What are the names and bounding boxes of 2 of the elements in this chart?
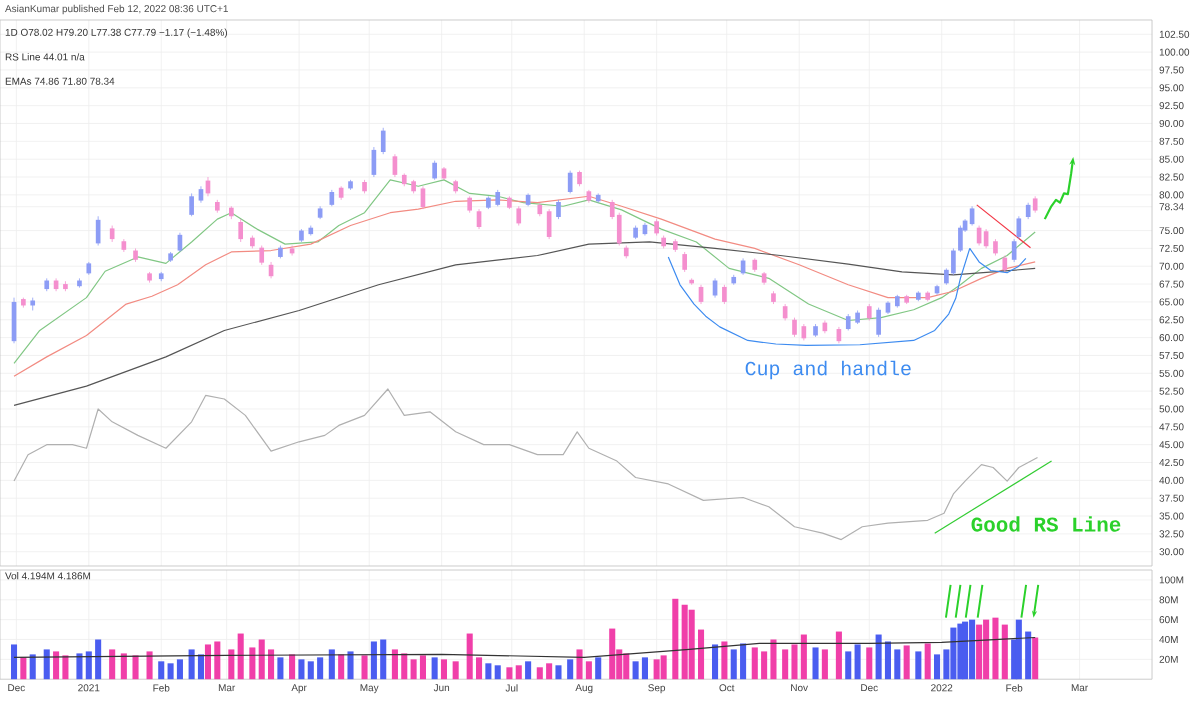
annotation: Cup and handle: [745, 360, 911, 380]
annotation: Good RS Line: [971, 516, 1121, 532]
